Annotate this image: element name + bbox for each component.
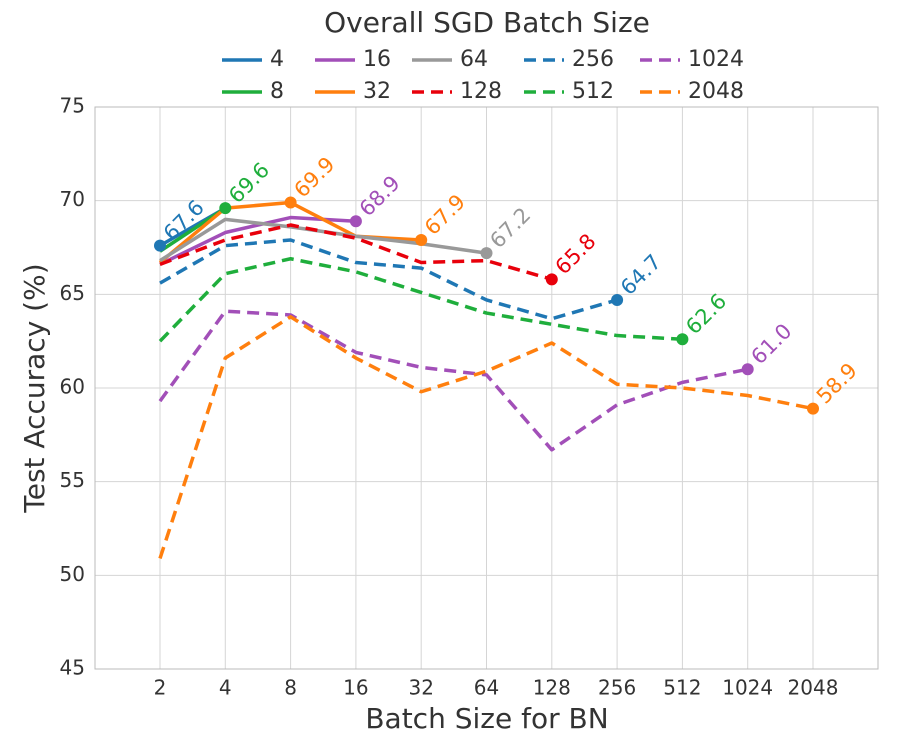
legend-label: 512 [572,79,614,104]
x-axis-label: Batch Size for BN [365,702,608,735]
y-tick-label: 75 [60,94,85,118]
data-point [807,402,819,415]
y-tick-label: 50 [60,562,85,586]
legend-label: 8 [270,79,284,104]
legend-label: 32 [363,79,391,104]
data-point [219,202,232,215]
x-tick-label: 1024 [722,676,773,700]
series-line [158,309,749,452]
x-tick-label: 64 [474,676,499,700]
x-tick-label: 32 [408,676,433,700]
y-axis-label: Test Accuracy (%) [18,263,51,513]
data-point [415,234,428,247]
series-line [159,217,487,263]
data-point [349,215,362,228]
series-line [159,238,618,321]
data-point [741,363,754,376]
series-line [158,315,814,560]
data-point [284,196,297,209]
x-tick-label: 4 [219,676,232,700]
legend-label: 2048 [688,79,744,104]
y-tick-label: 60 [60,375,85,399]
x-tick-label: 512 [663,676,701,700]
x-tick-label: 2 [154,676,167,700]
y-tick-label: 45 [60,656,85,680]
series-line [158,256,683,343]
plot-frame [94,106,879,670]
chart-title: Overall SGD Batch Size [324,6,650,39]
legend-label: 128 [460,79,502,104]
data-point [154,239,166,252]
x-tick-label: 16 [343,676,368,700]
legend-label: 1024 [688,47,744,72]
x-tick-label: 256 [598,676,636,700]
data-point [480,247,493,260]
x-tick-label: 2048 [788,676,839,700]
x-tick-label: 128 [533,676,571,700]
legend-label: 64 [460,47,488,72]
x-tick-label: 8 [284,676,297,700]
legend-label: 16 [363,47,391,72]
data-point [611,293,624,306]
y-tick-label: 70 [60,187,85,211]
data-point [676,333,689,346]
data-point [545,273,558,286]
y-tick-label: 55 [60,468,85,492]
legend-label: 256 [572,47,614,72]
legend-label: 4 [270,47,284,72]
y-tick-label: 65 [60,281,85,305]
